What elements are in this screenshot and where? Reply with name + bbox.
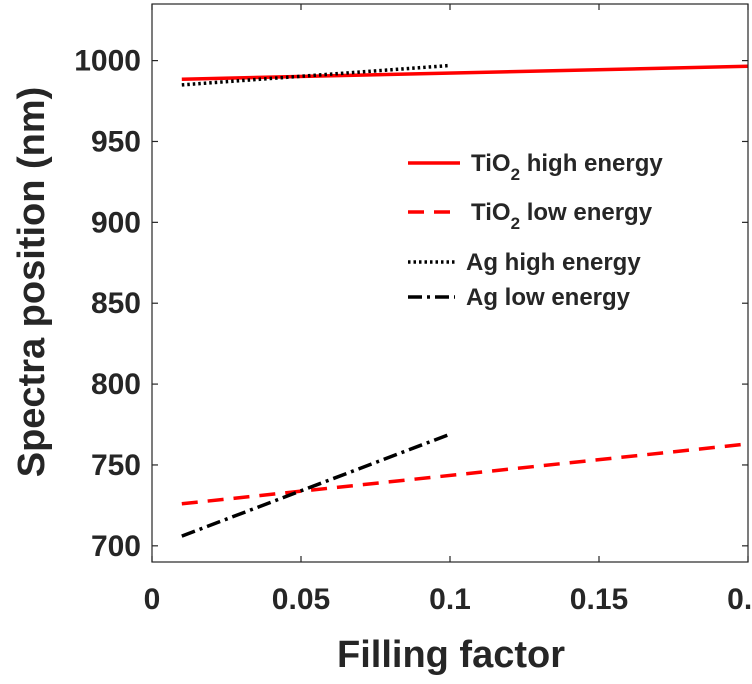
x-axis-ticks: 0 0.05 0.1 0.15 0.2 [144,4,752,616]
x-tick-label: 0.15 [570,583,628,616]
x-tick-label: 0.1 [429,583,471,616]
series-line-3 [181,432,451,538]
y-tick-label: 750 [91,449,141,482]
legend-label: TiO2 low energy [471,199,653,233]
y-tick-label: 950 [91,125,141,158]
x-tick-label: 0 [144,583,161,616]
y-tick-label: 700 [91,530,141,563]
y-tick-label: 900 [91,206,141,239]
y-axis-label: Spectra position (nm) [11,87,53,478]
legend-label: TiO2 high energy [471,150,663,184]
series-lines [181,63,749,538]
series-line-1 [181,442,749,506]
legend-label: Ag high energy [466,249,641,276]
y-axis-ticks: 700 750 800 850 900 950 1000 [74,45,748,563]
series-line-2 [181,63,451,87]
plot-area-frame [151,3,749,563]
y-tick-label: 1000 [74,45,141,78]
legend-label: Ag low energy [466,284,631,311]
series-line-0 [181,64,749,81]
legend: TiO2 high energy TiO2 low energy Ag high e… [408,150,663,311]
x-tick-label: 0.2 [727,583,752,616]
y-tick-label: 800 [91,368,141,401]
x-axis-label: Filling factor [337,634,565,676]
y-tick-label: 850 [91,287,141,320]
x-tick-label: 0.05 [272,583,330,616]
